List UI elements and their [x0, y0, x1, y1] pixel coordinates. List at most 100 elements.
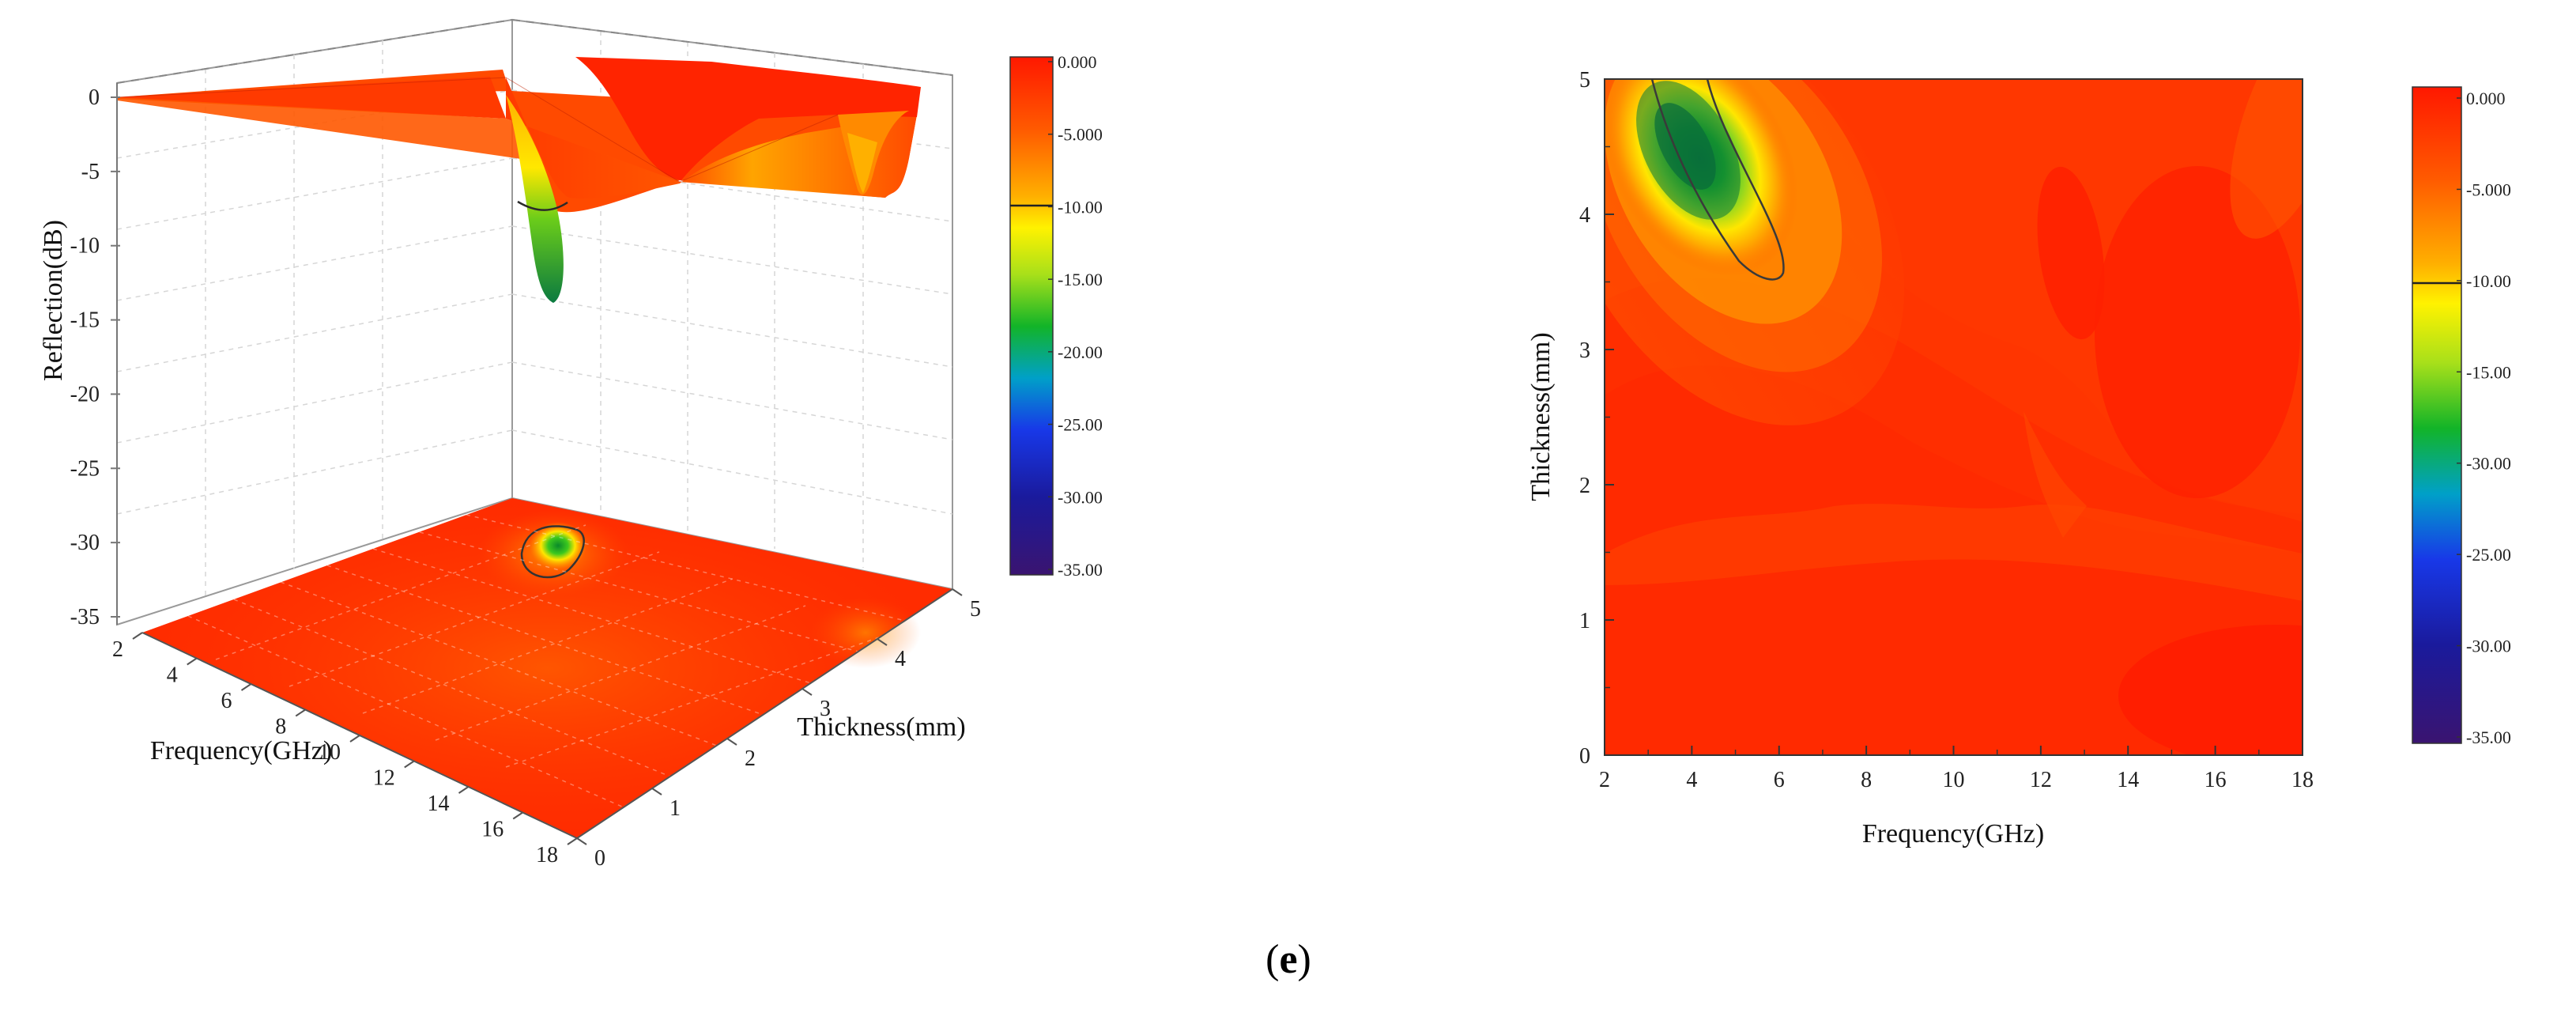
x3d-tick-label: 4: [167, 663, 178, 688]
y3d-tick-mark: [576, 837, 587, 845]
x3d-tick-mark: [349, 735, 360, 743]
surface-absorption-dip: [506, 95, 564, 303]
x3d-tick-mark: [458, 786, 470, 794]
x-tick-label: 4: [1686, 768, 1697, 792]
z-tick-label: -25: [70, 456, 100, 481]
z-tick-label: -20: [70, 382, 100, 406]
y-tick-label: 4: [1579, 203, 1590, 228]
floor-gridlines: [187, 514, 906, 808]
x-tick-label: 10: [1943, 768, 1965, 792]
z-axis-ticks: 0 -5 -10 -15 -20 -25 -30 -35: [70, 85, 120, 629]
z-tick-label: -10: [70, 234, 100, 259]
y-tick-label: 1: [1579, 609, 1590, 633]
colorbar-tick-label: -5.000: [1058, 125, 1103, 145]
colorbar-tick-label: -10.00: [1058, 197, 1103, 217]
y-tick-label: 5: [1579, 68, 1590, 93]
colorbar-left: 0.000 -5.000 -10.00 -15.00 -20.00 -25.00 -30.0…: [1009, 52, 1103, 580]
colorbar-tick-label: 0.000: [1058, 52, 1097, 72]
x3d-tick-mark: [187, 657, 198, 666]
z-tick-label: -5: [81, 160, 100, 184]
x3d-tick-mark: [567, 837, 578, 845]
y3d-tick-mark: [651, 788, 662, 795]
x3d-tick-label: 10: [319, 740, 341, 765]
y-axis-title-3d: Thickness(mm): [797, 712, 965, 742]
colorbar-tick-label: 0.000: [2466, 89, 2506, 108]
colorbar-tick-label: -15.00: [1058, 270, 1103, 289]
colorbar-tick-label: -30.00: [2466, 454, 2511, 474]
colorbar-tick-label: -25.00: [2466, 545, 2511, 565]
y3d-tick-label: 4: [895, 647, 906, 671]
colorbar-right-gradient: [2412, 86, 2462, 744]
surface-3d-plot: 0 -5 -10 -15 -20 -25 -30 -35 Reflection(dB) 2 4 6…: [39, 18, 981, 871]
caption-letter: e: [1279, 937, 1297, 982]
x3d-tick-mark: [240, 683, 252, 691]
y3d-tick-mark: [952, 588, 963, 596]
y-tick-label: 3: [1579, 338, 1590, 363]
colorbar-tick-label: -30.00: [2466, 637, 2511, 656]
caption-open-paren: (: [1265, 937, 1279, 982]
surface-contour-10dB: [517, 200, 568, 211]
x3d-tick-label: 6: [221, 689, 232, 713]
back-wall-gridlines: [116, 31, 953, 597]
x3d-tick-label: 2: [112, 637, 123, 662]
z-tick-label: -35: [70, 605, 100, 629]
y3d-tick-label: 1: [669, 796, 681, 821]
y-tick-label: 2: [1579, 474, 1590, 498]
colorbar-tick-label: -20.00: [1058, 342, 1103, 362]
x3d-tick-label: 8: [275, 715, 286, 739]
contour-line-10dB: [1650, 79, 1785, 281]
y-axis-title: Thickness(mm): [1526, 332, 1556, 501]
x3d-tick-mark: [295, 709, 306, 717]
colorbar-tick-label: -35.00: [2466, 727, 2511, 747]
colorbar-tick-label: -35.00: [1058, 560, 1103, 580]
colorbar-tick-label: -5.000: [2466, 180, 2511, 199]
figure-caption: (e): [1265, 937, 1311, 982]
z-tick-label: 0: [89, 85, 100, 110]
x3d-tick-label: 12: [373, 766, 395, 791]
y3d-tick-label: 5: [970, 597, 981, 622]
x-tick-label: 16: [2204, 768, 2227, 792]
x-tick-label: 18: [2291, 768, 2314, 792]
y-axis-ticks-3d: 0 1 2 3 4 5: [576, 588, 981, 871]
floor-contour-10dB: [520, 525, 585, 579]
colorbar-tick-label: -25.00: [1058, 415, 1103, 435]
floor-minimum-spot: [530, 522, 586, 569]
x-tick-label: 12: [2030, 768, 2052, 792]
x3d-tick-label: 18: [536, 843, 558, 867]
x3d-tick-mark: [512, 811, 523, 820]
colorbar-tick-label: -30.00: [1058, 487, 1103, 507]
colorbar-right: 0.000 -5.000 -10.00 -15.00 -30.00 -25.00 -30.0…: [2412, 86, 2511, 747]
x-tick-label: 14: [2117, 768, 2139, 792]
y3d-tick-label: 0: [594, 846, 605, 871]
x-axis-ticks-3d: 2 4 6 8 10 12 14 16 18: [112, 632, 578, 867]
x3d-tick-label: 16: [481, 818, 504, 842]
x-tick-label: 6: [1774, 768, 1785, 792]
z-tick-label: -30: [70, 531, 100, 555]
z-axis-title: Reflection(dB): [39, 220, 68, 381]
x-axis-ticks: 2 4 6 8 10 12 14 16 18: [1599, 746, 2314, 792]
y3d-tick-label: 2: [745, 746, 756, 771]
colorbar-tick-label: -15.00: [2466, 362, 2511, 382]
x-tick-label: 2: [1599, 768, 1610, 792]
x-axis-title-3d: Frequency(GHz): [150, 736, 332, 765]
y-axis-line: [576, 588, 953, 839]
caption-close-paren: ): [1298, 937, 1311, 982]
y3d-tick-mark: [726, 738, 737, 746]
z-tick-label: -15: [70, 308, 100, 333]
colorbar-tick-label: -10.00: [2466, 271, 2511, 291]
x-tick-label: 8: [1861, 768, 1872, 792]
y-axis-ticks: 0 1 2 3 4 5: [1579, 68, 1614, 769]
y3d-tick-mark: [801, 688, 813, 696]
x3d-tick-label: 14: [428, 792, 450, 816]
contour-field: [1605, 79, 2303, 755]
surface-mesh: [116, 57, 921, 303]
y3d-tick-mark: [877, 638, 888, 646]
x3d-tick-mark: [404, 760, 415, 769]
x-axis-title: Frequency(GHz): [1862, 819, 2044, 848]
y3d-tick-label: 3: [820, 697, 831, 721]
x3d-tick-mark: [132, 632, 143, 640]
y-tick-label: 0: [1579, 744, 1590, 769]
box-top-edges: [116, 19, 953, 84]
